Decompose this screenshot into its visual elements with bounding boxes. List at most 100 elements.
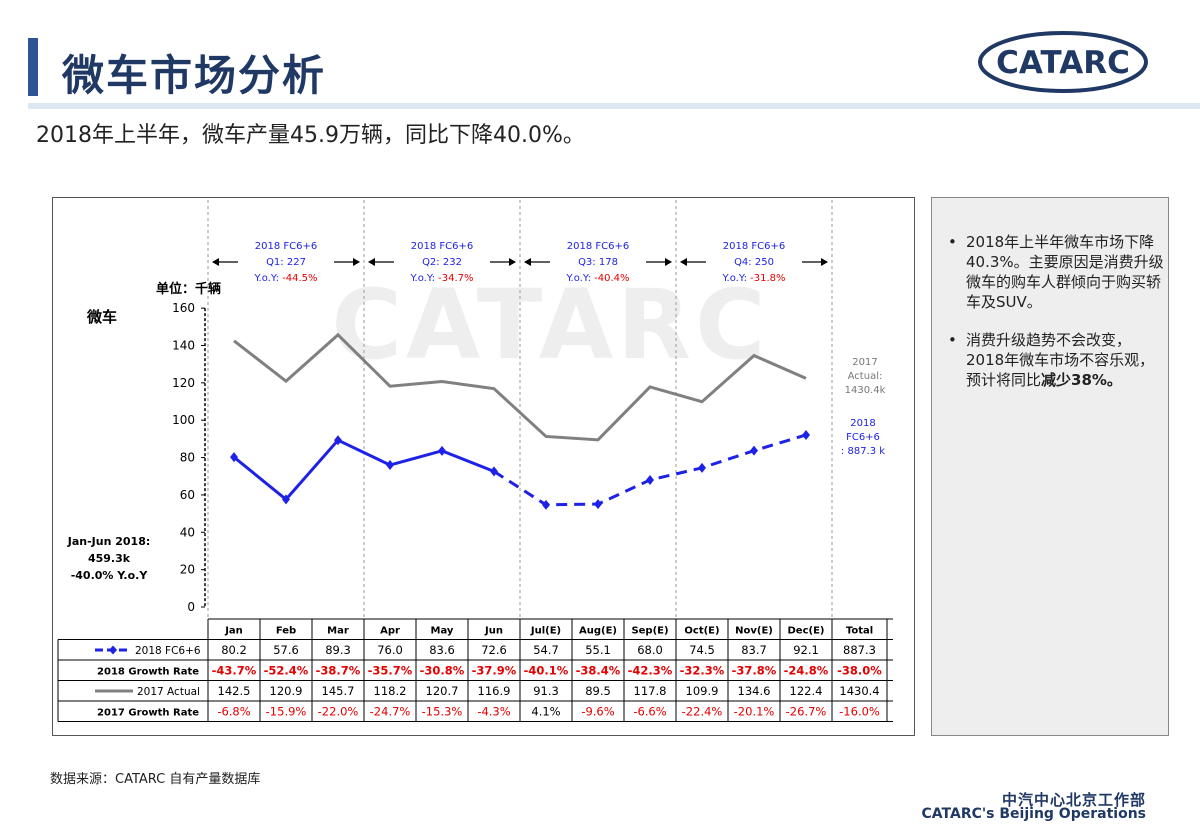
table-cell-growth-2017: 4.1%: [531, 705, 560, 719]
table-cell-2017: 116.9: [478, 684, 511, 698]
table-cell-growth-2018: -30.8%: [420, 664, 465, 678]
table-cell-growth-2017: -6.6%: [633, 705, 666, 719]
table-cell-2018: 55.1: [585, 643, 611, 657]
table-cell-2018: 92.1: [793, 643, 819, 657]
series-2018-end-label: FC6+6: [846, 432, 880, 443]
commentary-list: 2018年上半年微车市场下降40.3%。主要原因是消费升级微车的购车人群倾向于购…: [948, 232, 1164, 408]
page-title: 微车市场分析: [62, 51, 327, 100]
table-cell-2018: 83.7: [741, 643, 767, 657]
footer-org-en: CATARC's Beijing Operations: [921, 806, 1146, 822]
table-cell-2018: 74.5: [689, 643, 715, 657]
table-cell-2017: 120.7: [426, 684, 459, 698]
legend-2017-label: 2017 Actual: [137, 686, 200, 698]
table-cell-2018: 68.0: [637, 643, 663, 657]
quarter-arrowhead-right: [821, 258, 828, 266]
table-cell-2018: 89.3: [325, 643, 351, 657]
table-cell-growth-2018: -38.0%: [837, 664, 882, 678]
series-2017-line: [233, 332, 807, 442]
table-header-cell: Dec(E): [788, 626, 825, 637]
table-cell-2018: 887.3: [843, 643, 876, 657]
series-2018-point: [334, 435, 342, 446]
table-cell-growth-2017: -22.0%: [318, 705, 359, 719]
table-cell-growth-2017: -16.0%: [839, 705, 880, 719]
table-header-cell: Mar: [327, 626, 349, 637]
table-cell-growth-2017: -15.9%: [266, 705, 307, 719]
unit-label: 单位：千辆: [156, 281, 221, 297]
table-cell-growth-2017: -22.4%: [682, 705, 723, 719]
quarter-total: Q2: 232: [422, 257, 462, 268]
table-cell-growth-2018: -43.7%: [212, 664, 257, 678]
legend-2018-label: 2018 FC6+6: [135, 645, 201, 657]
quarter-arrowhead-right: [665, 258, 672, 266]
table-cell-2018: 80.2: [221, 643, 247, 657]
series-2018-actual-line: [233, 438, 495, 502]
y-tick-label: 60: [180, 488, 195, 502]
series-2018-forecast-line: [493, 433, 807, 507]
table-header-cell: Jun: [484, 626, 503, 637]
table-cell-growth-2017: -24.7%: [370, 705, 411, 719]
series-2018-point: [282, 494, 290, 505]
commentary-item: 2018年上半年微车市场下降40.3%。主要原因是消费升级微车的购车人群倾向于购…: [948, 232, 1164, 312]
table-header-cell: Jan: [224, 626, 243, 637]
chart-svg: CATARC 2018 FC6+6 Q1: 227 Y.o.Y: -44.5% 2018…: [57, 200, 893, 722]
table-cell-growth-2018: -37.9%: [472, 664, 517, 678]
table-header-cell: Oct(E): [684, 626, 719, 637]
footer-org-cn: 中汽中心北京工作部: [1001, 791, 1146, 809]
table-cell-2018: 83.6: [429, 643, 455, 657]
y-tick-label: 140: [172, 338, 195, 352]
series-2017-end-label: Actual:: [848, 371, 883, 382]
ytd-note: Jan-Jun 2018:: [67, 535, 151, 548]
table-cell-growth-2018: -32.3%: [680, 664, 725, 678]
commentary-text: 消费升级趋势不会改变，2018年微车市场不容乐观，预计将同比: [966, 331, 1155, 389]
quarter-arrowhead-left: [524, 258, 531, 266]
table-cell-2018: 54.7: [533, 643, 559, 657]
table-cell-growth-2017: -26.7%: [786, 705, 827, 719]
title-accent-bar: [28, 38, 38, 96]
table-header-cell: Nov(E): [735, 626, 773, 637]
series-2018-point: [646, 474, 654, 485]
table-cell-growth-2017: -20.1%: [734, 705, 775, 719]
table-cell-2017: 117.8: [634, 684, 667, 698]
table-cell-growth-2018: -38.4%: [576, 664, 621, 678]
y-tick-label: 120: [172, 376, 195, 390]
watermark: CATARC: [332, 269, 770, 381]
table-cell-2018: 72.6: [481, 643, 507, 657]
series-2018-point: [750, 445, 758, 456]
table-cell-2017: 122.4: [790, 684, 823, 698]
table-cell-2017: 109.9: [686, 684, 719, 698]
series-2018-point: [698, 462, 706, 473]
quarter-label: 2018 FC6+6: [723, 241, 785, 252]
y-tick-label: 100: [172, 413, 195, 427]
table-header-cell: Apr: [380, 626, 400, 637]
y-tick-label: 20: [180, 563, 195, 577]
table-cell-growth-2018: -42.3%: [628, 664, 673, 678]
table-cell-2017: 89.5: [585, 684, 611, 698]
table-cell-2018: 76.0: [377, 643, 403, 657]
table-header-cell: Sep(E): [631, 626, 668, 637]
table-header-cell: Jul(E): [530, 626, 561, 637]
table-cell-growth-2017: -4.3%: [477, 705, 510, 719]
table-cell-growth-2018: -40.1%: [524, 664, 569, 678]
commentary-text: 2018年上半年微车市场下降40.3%。主要原因是消费升级微车的购车人群倾向于购…: [966, 233, 1164, 311]
table-cell-2017: 142.5: [218, 684, 251, 698]
table-header-cell: Total: [846, 626, 873, 637]
table-header-cell: Feb: [276, 626, 296, 637]
y-tick-label: 0: [187, 600, 195, 614]
chart-panel: CATARC 2018 FC6+6 Q1: 227 Y.o.Y: -44.5% 2018…: [52, 197, 915, 736]
table-cell-growth-2017: -9.6%: [581, 705, 614, 719]
page-subtitle: 2018年上半年，微车产量45.9万辆，同比下降40.0%。: [36, 123, 585, 148]
quarter-total: Q4: 250: [734, 257, 774, 268]
commentary-emphasis: 减少38%。: [1041, 371, 1122, 389]
table-header-cell: Aug(E): [579, 626, 617, 637]
table-cell-2017: 118.2: [374, 684, 407, 698]
table-cell-2017: 134.6: [738, 684, 771, 698]
series-2018-point: [438, 445, 446, 456]
table-cell-2017: 91.3: [533, 684, 559, 698]
quarter-label: 2018 FC6+6: [567, 241, 629, 252]
table-header-cell: May: [431, 626, 454, 637]
quarter-yoy: Y.o.Y: -31.8%: [721, 273, 785, 284]
series-2018-end-label: 2018: [850, 418, 875, 429]
source-note: 数据来源：CATARC 自有产量数据库: [50, 772, 261, 787]
ytd-note: -40.0% Y.o.Y: [71, 569, 149, 582]
y-tick-label: 160: [172, 301, 195, 315]
